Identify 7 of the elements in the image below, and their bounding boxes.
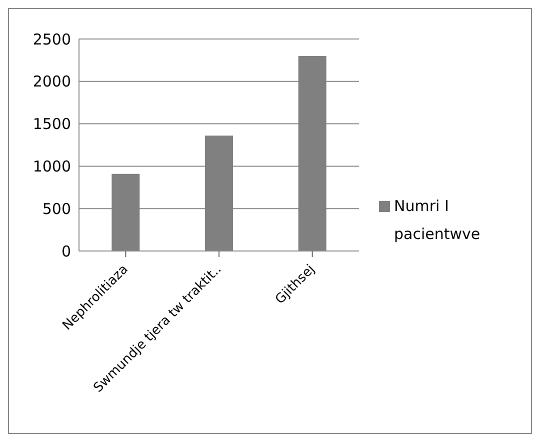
legend-label: Numri I pacientwve [394, 196, 482, 245]
y-tick-label: 2000 [32, 72, 71, 91]
y-tick-label: 1500 [32, 115, 71, 134]
y-tick-label: 2500 [32, 30, 71, 48]
y-tick-label: 500 [42, 200, 71, 218]
y-tick-label: 1000 [32, 158, 71, 176]
y-tick-label: 0 [61, 242, 71, 260]
